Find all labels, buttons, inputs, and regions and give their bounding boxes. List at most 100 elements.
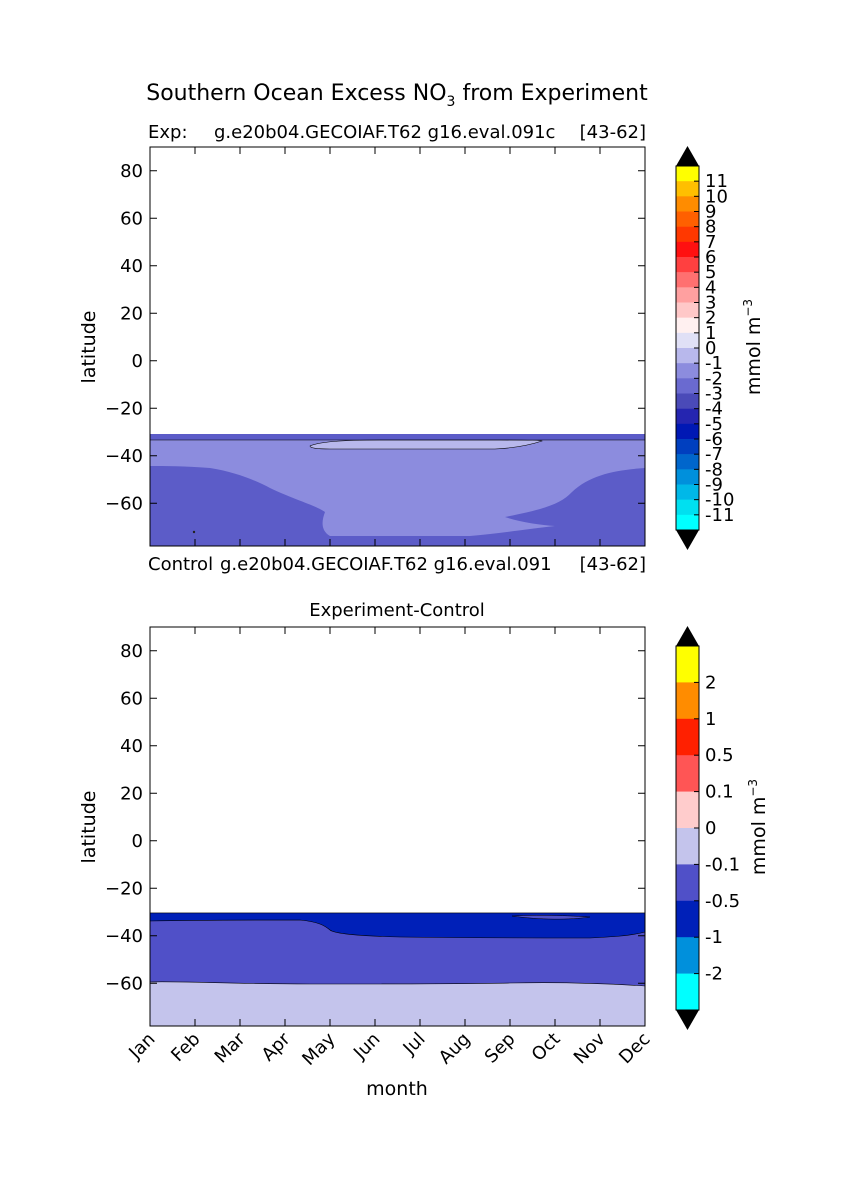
- colorbar-swatch: [676, 332, 699, 349]
- ytick-label: 80: [120, 641, 143, 662]
- xtick-label: Nov: [570, 1028, 610, 1068]
- colorbar-tick-label: -6: [705, 429, 723, 450]
- colorbar-tick-label: -2: [705, 964, 723, 985]
- xtick-label: Oct: [528, 1029, 565, 1066]
- colorbar-swatch: [676, 682, 699, 720]
- xtick-label: Aug: [435, 1029, 475, 1069]
- colorbar-swatch: [676, 226, 699, 243]
- colorbar-swatch: [676, 272, 699, 288]
- colorbar-swatch: [676, 469, 699, 485]
- panel2-yticks: 80 60 40 20 0 −20 −40 −60: [105, 641, 645, 994]
- xtick-label: Jan: [124, 1029, 159, 1064]
- colorbar-tick-label: -2: [705, 368, 723, 389]
- colorbar-swatch: [676, 439, 699, 455]
- colorbar-swatch: [676, 973, 699, 1011]
- colorbar-swatch: [676, 454, 699, 470]
- panel1-plot: 80 60 40 20 0 −20 −40 −60: [105, 146, 646, 547]
- colorbar-swatch: [676, 257, 699, 273]
- title-subscript: 3: [447, 94, 456, 110]
- colorbar-extend-top: [676, 626, 699, 646]
- colorbar-swatch: [676, 241, 699, 258]
- colorbar-swatch: [676, 302, 699, 318]
- ytick-label: 60: [120, 208, 143, 229]
- colorbar-swatch: [676, 791, 699, 829]
- ytick-label: 60: [120, 688, 143, 709]
- panel2-plot: 80 60 40 20 0 −20 −40 −60 Jan Feb Mar Apr May Jun Jul…: [105, 626, 655, 1070]
- ytick-label: 40: [120, 256, 143, 277]
- panel2-region-dark: [149, 912, 646, 939]
- ytick-label: −20: [105, 398, 143, 419]
- colorbar-swatch: [676, 499, 699, 516]
- panel1-label-mid: g.e20b04.GECOIAF.T62 g16.eval.091c: [214, 122, 555, 143]
- colorbar-swatch: [676, 393, 699, 409]
- colorbar-tick-label: -0.5: [705, 891, 740, 912]
- colorbar-tick-label: -3: [705, 384, 723, 405]
- xtick-label: Sep: [481, 1029, 520, 1068]
- panel1-label-right: [43-62]: [580, 122, 646, 143]
- ytick-label: −60: [105, 973, 143, 994]
- colorbar-swatch: [676, 287, 699, 303]
- colorbar-swatch: [676, 937, 699, 974]
- colorbar-swatch: [676, 828, 699, 865]
- colorbar-swatch: [676, 181, 699, 197]
- xtick-label: Feb: [167, 1029, 204, 1066]
- xtick-label: Dec: [615, 1029, 654, 1068]
- colorbar-swatch: [676, 348, 699, 364]
- colorbar-swatch: [676, 900, 699, 938]
- figure-title: Southern Ocean Excess NO3 from Experimen…: [146, 81, 648, 110]
- panel1-ylabel: latitude: [78, 311, 100, 384]
- panel1-bottom-mid: g.e20b04.GECOIAF.T62 g16.eval.091: [220, 554, 552, 575]
- panel2-region-sliver: [511, 915, 591, 920]
- colorbar-tick-label: -5: [705, 414, 723, 435]
- panel1-yticks: 80 60 40 20 0 −20 −40 −60: [105, 147, 646, 546]
- colorbar-tick-label: 10: [705, 186, 728, 207]
- colorbar-swatch: [676, 166, 699, 182]
- colorbar-tick-label: 2: [705, 308, 716, 329]
- colorbar-tick-label: -4: [705, 399, 723, 420]
- panel1-region-interior: [150, 440, 645, 536]
- colorbar-swatch: [676, 196, 699, 212]
- colorbar-tick-label: 5: [705, 262, 716, 283]
- panel1-bottom-right: [43-62]: [580, 554, 646, 575]
- panel1-region-patch: [309, 439, 543, 450]
- panel1-dot: [192, 530, 196, 534]
- colorbar-tick-label: -1: [705, 927, 723, 948]
- colorbar-extend-bottom: [676, 530, 699, 550]
- colorbar-tick-label: -1: [705, 353, 723, 374]
- colorbar-tick-label: 0.5: [705, 745, 734, 766]
- colorbar-tick-label: 3: [705, 293, 716, 314]
- colorbar-tick-label: 8: [705, 217, 716, 238]
- colorbar-tick-label: 1: [705, 709, 716, 730]
- xtick-label: Jun: [349, 1029, 384, 1064]
- colorbar-swatch: [676, 423, 699, 440]
- colorbar-tick-label: -10: [705, 490, 734, 511]
- colorbar-tick-label: 7: [705, 232, 716, 253]
- panel1-bottom-left: Control: [148, 554, 213, 575]
- colorbar-extend-top: [676, 146, 699, 166]
- colorbar-tick-label: 0: [705, 338, 716, 359]
- ytick-label: −40: [105, 926, 143, 947]
- xtick-label: Apr: [258, 1028, 295, 1065]
- colorbar-swatch: [676, 718, 699, 756]
- colorbar-tick-label: 0: [705, 818, 716, 839]
- panel2-colorbar: 2 1 0.5 0.1 0 -0.1 -0.5 -1 -2: [675, 626, 740, 1030]
- colorbar-tick-label: 11: [705, 171, 728, 192]
- panel2-ylabel: latitude: [78, 791, 100, 864]
- xtick-label: Mar: [211, 1028, 250, 1067]
- panel1-label-left: Exp:: [148, 122, 188, 143]
- colorbar-swatch: [676, 484, 699, 500]
- panel1-frame: [149, 146, 646, 547]
- colorbar-swatch: [676, 864, 699, 902]
- colorbar-tick-label: 4: [705, 277, 716, 298]
- ytick-label: 40: [120, 736, 143, 757]
- ytick-label: −20: [105, 878, 143, 899]
- ytick-label: 20: [120, 303, 143, 324]
- ytick-label: 20: [120, 783, 143, 804]
- panel1-colorbar-label: mmol m−3: [741, 299, 765, 395]
- colorbar-tick-label: -0.1: [705, 854, 740, 875]
- colorbar-swatch: [676, 363, 699, 379]
- panel2-xlabel: month: [366, 1078, 428, 1100]
- ytick-label: 0: [132, 351, 143, 372]
